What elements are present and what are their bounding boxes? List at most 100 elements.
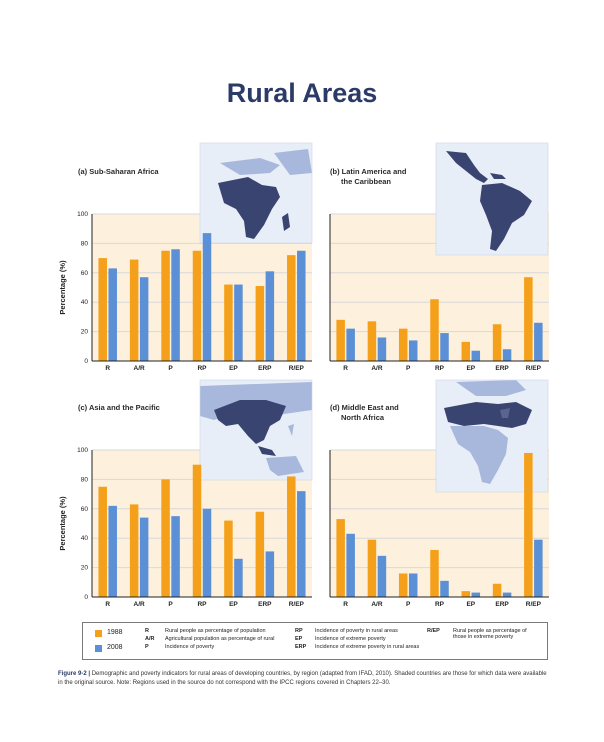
map-shape xyxy=(446,151,488,183)
chart-panel-2: R A/R P RP EP ERP R/EP (b) Latin America and the… xyxy=(329,142,549,372)
region-map xyxy=(436,380,548,492)
bar-2008 xyxy=(440,333,449,361)
bar-1988 xyxy=(192,464,202,597)
bar-2008 xyxy=(377,337,387,361)
bar-2008 xyxy=(471,350,481,361)
y-axis-label: Percentage (%) xyxy=(58,260,67,315)
bar-1988 xyxy=(398,573,408,597)
bar-2008 xyxy=(502,592,512,597)
bar-1988 xyxy=(255,511,265,597)
bar-1988 xyxy=(98,486,107,597)
x-tick-label: EP xyxy=(229,601,238,608)
y-tick-label: 40 xyxy=(81,299,89,306)
legend-text: Incidence of poverty xyxy=(165,644,215,650)
bar-2008 xyxy=(108,505,117,597)
bar-1988 xyxy=(224,284,233,361)
bar-2008 xyxy=(408,573,418,597)
legend-abbr: R xyxy=(145,628,149,634)
bar-2008 xyxy=(265,271,275,361)
bar-2008 xyxy=(502,349,512,361)
bar-1988 xyxy=(492,324,502,361)
bar-2008 xyxy=(534,322,543,361)
map-shape xyxy=(450,426,508,484)
y-tick-label: 20 xyxy=(81,329,89,336)
map-shape xyxy=(480,183,532,251)
bar-2008 xyxy=(139,517,149,597)
x-tick-label: A/R xyxy=(371,365,383,372)
bar-2008 xyxy=(534,539,543,597)
y-tick-label: 0 xyxy=(84,594,88,601)
map-shape xyxy=(456,380,526,396)
chart-panel-4: R A/R P RP EP ERP R/EP (d) Middle East and North… xyxy=(329,379,549,608)
bar-2008 xyxy=(139,277,149,361)
bar-2008 xyxy=(377,555,387,597)
figure-caption: Figure 9-2 | Demographic and poverty ind… xyxy=(58,670,550,688)
map-shape xyxy=(266,456,304,476)
bar-2008 xyxy=(471,592,481,597)
map-shape xyxy=(218,177,280,239)
x-tick-label: R/EP xyxy=(289,601,305,608)
bar-1988 xyxy=(430,549,439,597)
legend-text: Incidence of poverty in rural areas xyxy=(315,628,398,634)
bar-2008 xyxy=(108,268,117,361)
chart-panel-3: 0 20 40 60 80 100 R A/R P RP EP ERP R/EP (c) Asia and… xyxy=(58,379,313,608)
bar-1988 xyxy=(336,519,345,597)
y-tick-label: 40 xyxy=(81,535,89,542)
map-border xyxy=(435,142,549,256)
map-shape xyxy=(220,158,280,175)
x-tick-label: EP xyxy=(466,365,475,372)
bar-2008 xyxy=(171,249,180,361)
bar-1988 xyxy=(430,299,439,361)
legend-text: Agricultural population as percentage of… xyxy=(165,636,275,642)
bar-1988 xyxy=(129,504,139,597)
map-border xyxy=(199,379,313,481)
x-tick-label: ERP xyxy=(258,365,272,372)
map-shape xyxy=(258,446,276,456)
bar-1988 xyxy=(255,286,265,361)
x-tick-label: R/EP xyxy=(526,601,542,608)
x-tick-label: A/R xyxy=(371,601,383,608)
legend-abbr: P xyxy=(145,644,149,650)
x-tick-label: ERP xyxy=(495,601,509,608)
caption-text: Demographic and poverty indicators for r… xyxy=(58,671,547,686)
bar-1988 xyxy=(461,591,471,597)
page-title: Rural Areas xyxy=(226,78,378,108)
bar-1988 xyxy=(224,520,233,597)
y-tick-label: 80 xyxy=(81,240,89,247)
y-tick-label: 0 xyxy=(84,358,88,365)
region-map xyxy=(436,143,548,255)
legend-text: Rural people as percentage of those in e… xyxy=(453,628,527,640)
x-tick-label: A/R xyxy=(134,365,146,372)
bar-2008 xyxy=(297,491,306,597)
legend-swatch-2008 xyxy=(95,645,102,652)
legend-year: 2008 xyxy=(107,644,123,651)
region-map xyxy=(200,380,312,480)
x-tick-label: ERP xyxy=(495,365,509,372)
bar-1988 xyxy=(161,250,170,361)
bar-1988 xyxy=(524,452,533,597)
x-tick-label: P xyxy=(168,601,173,608)
y-tick-label: 80 xyxy=(81,476,89,483)
bar-1988 xyxy=(287,476,296,597)
map-shape xyxy=(274,149,312,175)
legend: 1988 2008 R Rural people as percentage of p… xyxy=(82,622,548,660)
panel-title: (b) Latin America and the Caribbean xyxy=(330,167,407,186)
x-tick-label: EP xyxy=(229,365,238,372)
x-tick-label: R xyxy=(105,601,110,608)
x-tick-label: R xyxy=(343,365,348,372)
bar-1988 xyxy=(129,259,139,361)
x-tick-label: P xyxy=(168,365,173,372)
bar-1988 xyxy=(367,539,377,597)
legend-year: 1988 xyxy=(107,629,123,636)
map-shape xyxy=(288,424,294,436)
x-tick-label: RP xyxy=(197,365,207,372)
x-tick-label: RP xyxy=(197,601,207,608)
x-tick-label: R/EP xyxy=(526,365,542,372)
bar-1988 xyxy=(492,583,502,597)
legend-abbr: ERP xyxy=(295,644,307,650)
bar-1988 xyxy=(367,321,377,361)
map-shape xyxy=(490,173,506,179)
x-tick-label: R xyxy=(343,601,348,608)
panel-title: (a) Sub-Saharan Africa xyxy=(78,167,159,176)
y-tick-label: 20 xyxy=(81,565,89,572)
